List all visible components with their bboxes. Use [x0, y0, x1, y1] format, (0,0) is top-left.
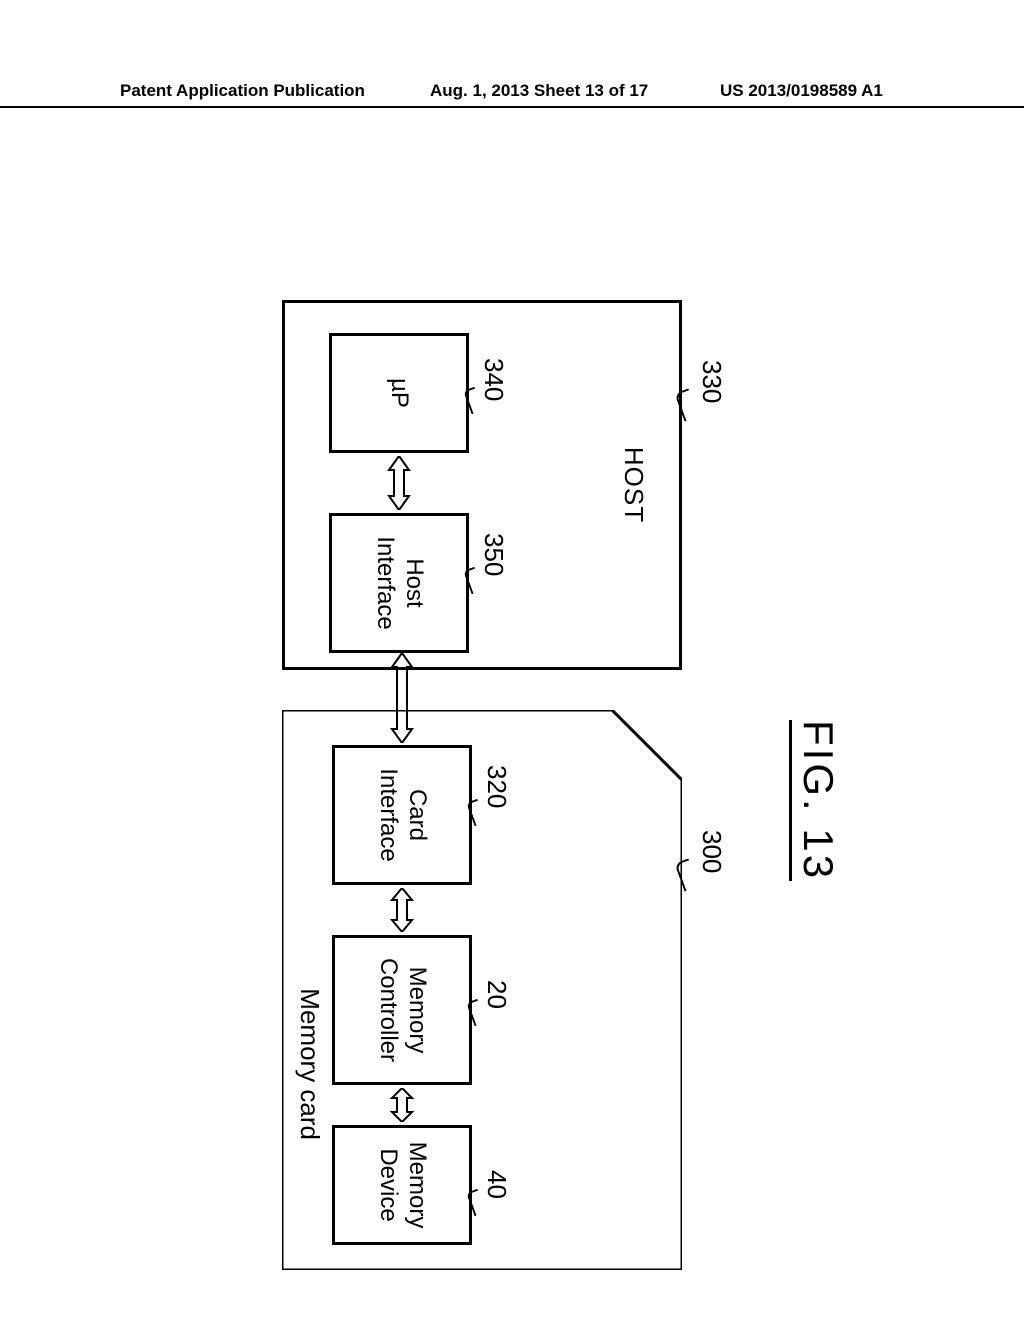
figure-area: FIG. 13 HOST µP 340 Host Interface 350 [0, 150, 1024, 1250]
block-card-interface-label: Card Interface [373, 768, 431, 861]
double-arrow-icon [387, 456, 411, 510]
block-card-interface: Card Interface [332, 745, 472, 885]
ref-memory-device: 40 [481, 1170, 512, 1199]
ref-host: 330 [696, 360, 727, 403]
block-memory-controller-label: Memory Controller [373, 958, 431, 1062]
ref-card-interface: 320 [481, 765, 512, 808]
double-arrow-icon [390, 1088, 414, 1122]
host-container: HOST µP 340 Host Interface 350 [282, 300, 682, 670]
header-center-text: Aug. 1, 2013 Sheet 13 of 17 [430, 81, 648, 101]
memory-card-container: Memory card Card Interface 320 Memory Co… [282, 710, 682, 1270]
header-right-text: US 2013/0198589 A1 [720, 81, 883, 101]
block-host-interface: Host Interface [329, 513, 469, 653]
block-microprocessor-label: µP [385, 378, 414, 408]
ref-memory-controller: 20 [481, 980, 512, 1009]
ref-host-interface: 350 [478, 533, 509, 576]
ref-microprocessor: 340 [478, 358, 509, 401]
ref-memory-card: 300 [696, 830, 727, 873]
page-header: Patent Application Publication Aug. 1, 2… [0, 78, 1024, 108]
figure-title: FIG. 13 [789, 720, 842, 881]
double-arrow-icon [390, 888, 414, 932]
block-host-interface-label: Host Interface [370, 536, 428, 629]
memory-card-label: Memory card [294, 988, 325, 1140]
header-left-text: Patent Application Publication [120, 81, 365, 101]
host-label: HOST [618, 447, 649, 523]
block-memory-device-label: Memory Device [373, 1142, 431, 1229]
block-microprocessor: µP [329, 333, 469, 453]
block-memory-device: Memory Device [332, 1125, 472, 1245]
figure-rotated-group: FIG. 13 HOST µP 340 Host Interface 350 [182, 300, 842, 1280]
block-memory-controller: Memory Controller [332, 935, 472, 1085]
patent-page: Patent Application Publication Aug. 1, 2… [0, 0, 1024, 1320]
